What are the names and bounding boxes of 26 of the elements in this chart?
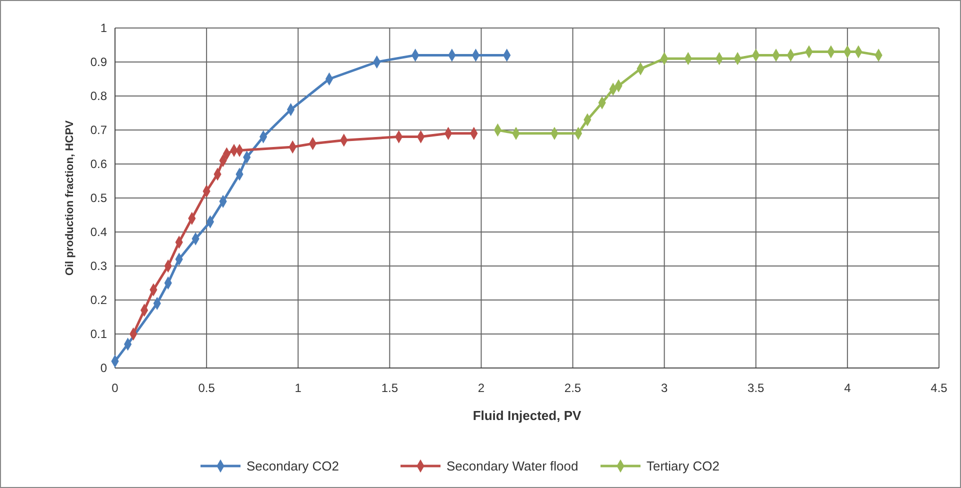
y-tick-label: 0.2	[90, 293, 108, 308]
x-tick-label: 2.5	[564, 381, 582, 395]
x-tick-label: 4	[844, 381, 852, 395]
legend-label: Secondary Water flood	[446, 458, 578, 474]
y-tick-label: 0.3	[90, 259, 108, 274]
legend-label: Tertiary CO2	[646, 458, 720, 474]
x-tick-label: 2	[478, 381, 485, 395]
y-tick-label: 1	[100, 21, 108, 36]
y-tick-label: 0.9	[90, 55, 108, 70]
y-tick-label: 0.6	[90, 157, 108, 172]
y-tick-label: 0.7	[90, 123, 108, 138]
x-tick-label: 0	[112, 381, 119, 395]
y-tick-label: 0	[100, 361, 108, 376]
x-tick-label: 3	[660, 381, 668, 395]
y-tick-label: 0.4	[90, 225, 108, 240]
x-axis-title: Fluid Injected, PV	[472, 408, 582, 423]
y-tick-label: 0.5	[90, 191, 108, 206]
legend-label: Secondary CO2	[246, 458, 339, 474]
x-tick-label: 1	[294, 381, 302, 395]
x-tick-label: 1.5	[381, 381, 398, 395]
x-tick-label: 4.5	[930, 381, 948, 395]
x-tick-label: 0.5	[198, 381, 216, 395]
y-tick-label: 0.8	[90, 89, 108, 104]
y-tick-label: 0.1	[90, 327, 108, 342]
x-tick-label: 3.5	[748, 381, 765, 395]
y-axis-title: Oil production fraction, HCPV	[64, 120, 76, 276]
